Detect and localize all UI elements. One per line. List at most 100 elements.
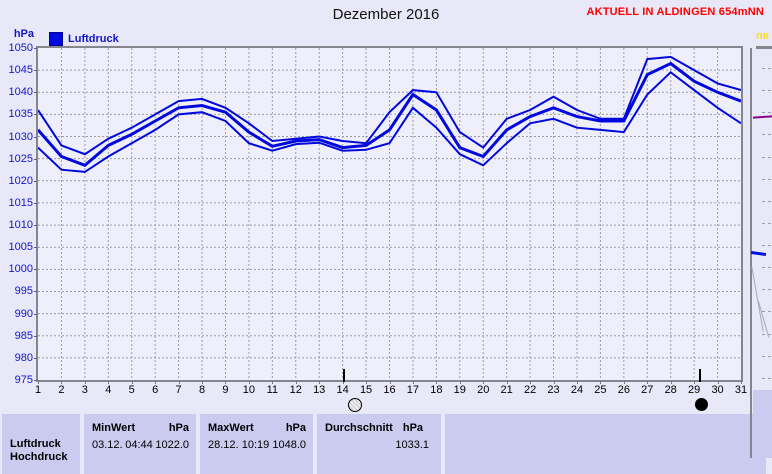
stats-row-label-cell: Luftdruck Hochdruck: [2, 414, 80, 474]
empty-cell: [445, 414, 766, 474]
next-panel-gridline-stub: [762, 289, 771, 290]
x-tick-mark: [717, 381, 719, 384]
x-tick-mark: [741, 381, 742, 384]
x-tick-mark: [342, 381, 344, 384]
x-tick-label: 17: [406, 384, 420, 396]
x-tick-mark: [108, 381, 110, 384]
next-panel-purple-line-fragment: [752, 115, 772, 119]
x-tick-mark: [155, 381, 157, 384]
x-tick-mark: [38, 381, 39, 384]
y-tick-mark: [34, 335, 37, 337]
legend-swatch-icon: [49, 32, 63, 46]
x-tick-label: 24: [570, 384, 584, 396]
series-luftdruck-tagesmittel: [38, 61, 741, 168]
x-tick-label: 3: [81, 384, 88, 396]
new-moon-tick: [698, 369, 701, 382]
x-tick-mark: [61, 381, 63, 384]
durchschnitt-title: Durchschnitt: [325, 422, 393, 434]
y-tick-mark: [34, 114, 37, 116]
x-tick-label: 28: [664, 384, 677, 396]
x-tick-label: 14: [336, 384, 349, 396]
x-tick-label: 16: [383, 384, 396, 396]
x-tick-label: 22: [523, 384, 537, 396]
sensor-name: Luftdruck: [10, 438, 61, 450]
y-tick-mark: [34, 70, 37, 72]
x-tick-mark: [84, 381, 86, 384]
next-panel-gridline-stub: [762, 201, 771, 202]
y-tick-label: 1005: [8, 241, 33, 254]
x-tick-mark: [295, 381, 297, 384]
x-tick-label: 19: [453, 384, 466, 396]
next-panel-gridline-stub: [762, 245, 771, 246]
x-tick-mark: [366, 381, 368, 384]
next-panel-gridline-stub: [762, 223, 771, 224]
minwert-cell: MinWert hPa 03.12. 04:44 1022.0: [84, 414, 196, 474]
y-tick-label: 1040: [8, 86, 33, 99]
y-tick-label: 990: [14, 307, 33, 320]
next-panel-gridline-stub: [762, 378, 771, 379]
y-tick-label: 980: [14, 351, 33, 364]
x-tick-mark: [623, 381, 625, 384]
x-tick-mark: [647, 381, 649, 384]
x-tick-label: 26: [617, 384, 630, 396]
next-panel-top-border: [756, 46, 772, 49]
x-tick-mark: [131, 381, 133, 384]
next-panel-label-clipped: ne: [756, 30, 769, 42]
minwert-title: MinWert: [92, 422, 136, 434]
y-tick-mark: [34, 158, 37, 160]
minwert-unit: hPa: [168, 422, 189, 434]
x-tick-label: 25: [594, 384, 607, 396]
y-tick-mark: [34, 48, 37, 49]
pressure-chart-plot: [36, 46, 743, 382]
durchschnitt-value: 1033.1: [395, 439, 429, 451]
next-panel-gridline-stub: [762, 157, 771, 158]
y-tick-mark: [34, 180, 37, 182]
maxwert-value: 1048.0: [272, 439, 306, 451]
y-tick-mark: [34, 313, 37, 315]
x-tick-label: 23: [547, 384, 560, 396]
x-tick-mark: [225, 381, 227, 384]
y-tick-mark: [34, 225, 37, 227]
maxwert-title: MaxWert: [208, 422, 254, 434]
x-tick-label: 10: [242, 384, 256, 396]
next-panel-gridline-stub: [762, 68, 771, 69]
maxwert-cell: MaxWert hPa 28.12. 10:19 1048.0: [200, 414, 313, 474]
next-panel-diagonal-line: [751, 266, 764, 332]
x-tick-mark: [553, 381, 555, 384]
x-tick-label: 30: [711, 384, 724, 396]
x-tick-mark: [436, 381, 438, 384]
y-tick-label: 1050: [8, 42, 33, 54]
y-tick-mark: [34, 247, 37, 249]
y-tick-mark: [34, 269, 37, 271]
y-tick-label: 1035: [8, 108, 33, 121]
x-tick-label: 21: [500, 384, 513, 396]
maxwert-time: 10:19: [241, 439, 270, 451]
maxwert-unit: hPa: [285, 422, 306, 434]
full-moon-icon: [347, 398, 362, 412]
chart-legend: Luftdruck: [49, 32, 119, 46]
next-panel-gridline-stub: [762, 179, 771, 180]
y-tick-mark: [34, 136, 37, 138]
x-tick-label: 11: [266, 384, 279, 396]
next-panel-gridline-stub: [762, 90, 771, 91]
x-tick-mark: [248, 381, 250, 384]
x-tick-label: 18: [430, 384, 443, 396]
x-tick-label: 29: [688, 384, 701, 396]
minwert-date: 03.12.: [92, 439, 123, 451]
series-luftdruck-tagesmin: [38, 70, 741, 173]
x-tick-label: 20: [477, 384, 490, 396]
minwert-value: 1022.0: [155, 439, 189, 451]
legend-label: Luftdruck: [68, 33, 119, 45]
x-tick-mark: [670, 381, 672, 384]
x-tick-mark: [459, 381, 461, 384]
full-moon-tick: [342, 369, 345, 382]
y-tick-label: 975: [14, 374, 33, 386]
x-tick-label: 4: [105, 384, 112, 396]
x-tick-mark: [694, 381, 696, 384]
next-panel-gridline-stub: [762, 267, 771, 268]
x-tick-label: 27: [641, 384, 654, 396]
durchschnitt-unit: hPa: [402, 422, 424, 434]
stats-table: Luftdruck Hochdruck MinWert hPa 03.12. 0…: [0, 414, 772, 474]
y-tick-mark: [34, 92, 37, 94]
y-tick-label: 1010: [8, 219, 33, 232]
